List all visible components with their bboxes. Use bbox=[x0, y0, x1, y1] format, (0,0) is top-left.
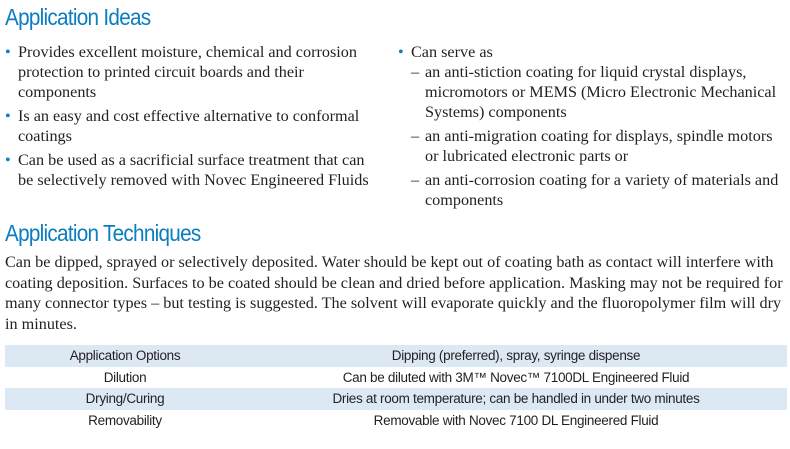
dash-icon: – bbox=[411, 171, 420, 189]
list-item: • Is an easy and cost effective alternati… bbox=[5, 106, 380, 146]
list-item-text: an anti-stiction coating for liquid crys… bbox=[425, 63, 777, 121]
bullet-icon: • bbox=[5, 151, 11, 169]
row-value: Dries at room temperature; can be handle… bbox=[332, 391, 700, 407]
ideas-left-list: • Provides excellent moisture, chemical a… bbox=[5, 42, 380, 194]
dash-icon: – bbox=[411, 127, 420, 145]
application-techniques-heading: Application Techniques bbox=[5, 220, 201, 246]
bullet-icon: • bbox=[5, 107, 11, 125]
list-item-text: an anti-migration coating for displays, … bbox=[425, 127, 773, 165]
table-row: Removability Removable with Novec 7100 DL… bbox=[5, 410, 787, 432]
techniques-paragraph: Can be dipped, sprayed or selectively de… bbox=[5, 253, 783, 333]
bullet-icon: • bbox=[398, 43, 404, 61]
list-item-text: Is an easy and cost effective alternativ… bbox=[18, 107, 360, 145]
ideas-right-list: • Can serve as – an anti-stiction coating … bbox=[398, 42, 783, 214]
sub-list-item: – an anti-stiction coating for liquid cry… bbox=[398, 62, 783, 122]
list-item: • Provides excellent moisture, chemical a… bbox=[5, 42, 380, 102]
table-row: Drying/Curing Dries at room temperature; … bbox=[5, 388, 787, 410]
row-value: Can be diluted with 3M™ Novec™ 7100DL En… bbox=[342, 369, 690, 385]
row-label: Dilution bbox=[103, 369, 147, 385]
sub-list-item: – an anti-migration coating for displays,… bbox=[398, 126, 783, 166]
table-row: Application Options Dipping (preferred), … bbox=[5, 345, 787, 367]
list-item-text: Provides excellent moisture, chemical an… bbox=[18, 43, 357, 101]
application-ideas-heading: Application Ideas bbox=[5, 4, 151, 30]
list-item-text: Can serve as bbox=[411, 43, 493, 61]
row-value: Removable with Novec 7100 DL Engineered … bbox=[373, 412, 659, 428]
list-item-text: an anti-corrosion coating for a variety … bbox=[425, 171, 779, 209]
list-item: • Can serve as bbox=[398, 42, 783, 62]
table-row: Dilution Can be diluted with 3M™ Novec™ 7… bbox=[5, 367, 787, 389]
list-item: • Can be used as a sacrificial surface tr… bbox=[5, 150, 380, 190]
list-item-text: Can be used as a sacrificial surface tre… bbox=[18, 151, 369, 189]
row-label: Removability bbox=[88, 412, 162, 428]
row-label: Drying/Curing bbox=[85, 391, 165, 407]
row-value: Dipping (preferred), spray, syringe disp… bbox=[391, 348, 641, 364]
row-label: Application Options bbox=[69, 348, 181, 364]
dash-icon: – bbox=[411, 63, 420, 81]
properties-table: Application Options Dipping (preferred), … bbox=[5, 345, 787, 431]
bullet-icon: • bbox=[5, 43, 11, 61]
sub-list-item: – an anti-corrosion coating for a variety… bbox=[398, 170, 783, 210]
